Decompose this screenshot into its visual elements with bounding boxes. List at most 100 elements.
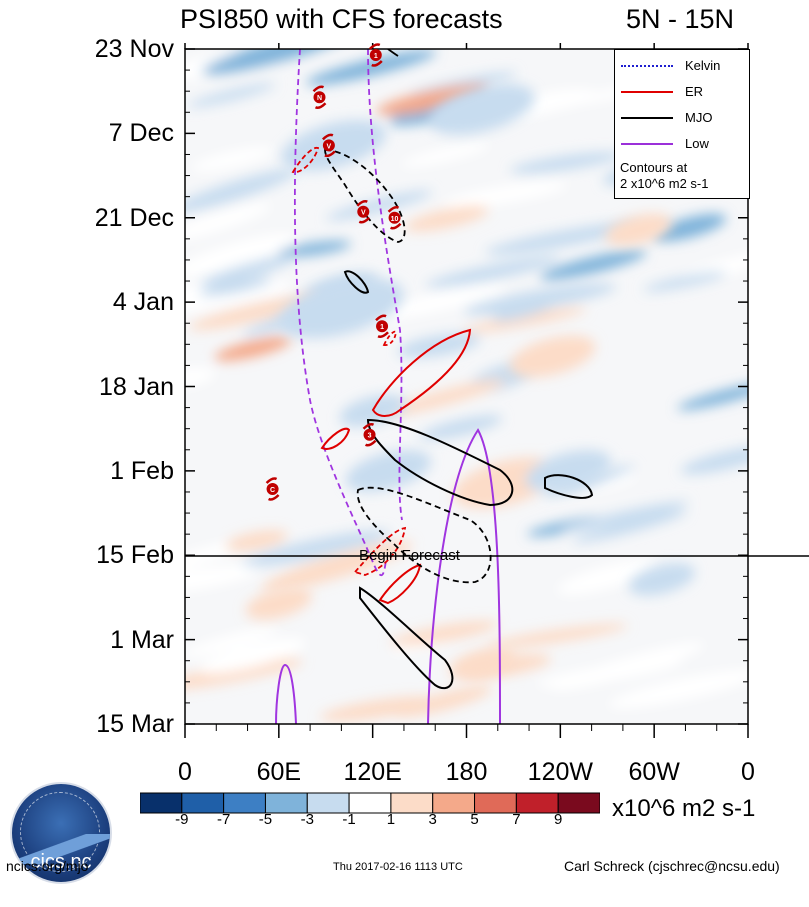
y-tick-label: 21 Dec xyxy=(94,203,174,232)
anomaly-stripe xyxy=(575,471,637,491)
colorbar xyxy=(140,792,600,814)
storm-marker-label: 3 xyxy=(368,433,372,440)
storm-marker-label: C xyxy=(270,487,275,494)
legend-entry: Kelvin xyxy=(615,56,749,76)
storm-marker: C xyxy=(265,477,280,501)
colorbar-label: -9 xyxy=(175,811,189,828)
anomaly-stripe xyxy=(376,84,490,116)
anomaly-stripe xyxy=(404,205,489,232)
anomaly-blob xyxy=(605,213,672,246)
colorbar-swatch xyxy=(306,792,350,814)
anomaly-stripe xyxy=(390,620,499,646)
storm-marker-label: 1 xyxy=(380,324,384,331)
colorbar-swatch xyxy=(474,792,517,814)
x-tick-label: 60W xyxy=(628,758,680,786)
colorbar-label: -3 xyxy=(300,811,314,828)
anomaly-stripe xyxy=(485,222,642,255)
cics-logo: cics.nc xyxy=(10,782,112,884)
anomaly-blobs xyxy=(245,83,696,680)
anomaly-stripe xyxy=(401,142,490,167)
anomaly-stripe xyxy=(185,658,303,690)
anomaly-stripe xyxy=(199,254,298,287)
storm-marker-label: V xyxy=(361,210,366,217)
low-contour xyxy=(293,49,387,576)
colorbar-label: 9 xyxy=(554,811,563,828)
mjo-contour xyxy=(343,270,370,294)
anomaly-stripe xyxy=(608,669,748,709)
colorbar-swatch xyxy=(181,792,225,814)
x-tick-label: 60E xyxy=(256,758,302,786)
mjo-contour xyxy=(544,474,594,499)
anomaly-stripe xyxy=(557,559,659,595)
anomaly-stripe xyxy=(187,83,276,108)
colorbar-swatch xyxy=(390,792,434,814)
anomaly-blob xyxy=(509,335,596,378)
footer-timestamp: Thu 2017-02-16 1113 UTC xyxy=(333,861,463,873)
storm-marker-label: V xyxy=(327,143,332,150)
storm-markers: 1 N V V 10 1 3 C xyxy=(265,43,402,501)
anomaly-stripe xyxy=(643,271,727,292)
anomaly-stripe xyxy=(677,382,748,411)
region-label: 5N - 15N xyxy=(626,4,735,34)
anomaly-blob xyxy=(345,450,432,492)
legend-swatch xyxy=(621,65,673,67)
colorbar-label: 5 xyxy=(470,811,479,828)
anomaly-blob xyxy=(525,450,611,492)
low-contour xyxy=(427,428,501,724)
anomaly-stripe xyxy=(680,446,748,475)
anomaly-stripe xyxy=(199,638,306,674)
anomaly-stripe xyxy=(242,530,390,567)
chart-title: PSI850 with CFS forecasts xyxy=(180,4,503,34)
anomaly-stripe xyxy=(463,283,617,315)
mjo-contour xyxy=(387,49,399,57)
er-contour xyxy=(320,427,351,450)
anomaly-stripe xyxy=(358,285,507,322)
anomaly-stripe xyxy=(510,152,622,174)
mjo-contour xyxy=(359,586,454,690)
anomaly-stripe xyxy=(539,249,647,280)
legend-swatch xyxy=(621,117,673,119)
anomaly-stripe xyxy=(559,501,690,533)
anomaly-stripe xyxy=(419,415,503,440)
storm-marker-label: 10 xyxy=(391,216,399,223)
footer-author: Carl Schreck (cjschrec@ncsu.edu) xyxy=(564,858,780,874)
colorbar-label: -5 xyxy=(258,811,273,828)
anomaly-stripe xyxy=(185,538,254,581)
wave-contours xyxy=(275,49,594,724)
legend-entry: Low xyxy=(615,134,749,154)
colorbar-label: -1 xyxy=(342,811,356,828)
colorbar-units: x10^6 m2 s-1 xyxy=(612,795,756,822)
y-tick-label: 18 Jan xyxy=(98,372,174,401)
colorbar-swatch xyxy=(557,792,600,814)
colorbar-swatch xyxy=(140,792,183,814)
y-tick-label: 15 Feb xyxy=(96,541,174,570)
anomaly-stripe xyxy=(185,203,272,242)
anomaly-stripe xyxy=(185,565,259,594)
footer-url: ncics.org/mjo xyxy=(6,858,89,874)
anomaly-stripe xyxy=(653,213,727,242)
anomaly-stripe xyxy=(326,190,433,221)
y-tick-label: 1 Feb xyxy=(110,456,174,485)
legend-label: Kelvin xyxy=(685,58,721,73)
legend-label: MJO xyxy=(685,110,713,125)
storm-marker: 1 xyxy=(375,314,389,338)
y-tick-label: 23 Nov xyxy=(94,35,174,63)
anomaly-blob xyxy=(429,83,535,135)
y-tick-label: 7 Dec xyxy=(108,119,174,148)
colorbar-label: 7 xyxy=(512,811,521,828)
legend-entry: ER xyxy=(615,82,749,102)
er-contour xyxy=(291,147,320,173)
storm-marker: 1 xyxy=(368,43,383,67)
anomaly-stripe xyxy=(305,49,437,86)
anomaly-stripe xyxy=(185,281,293,315)
anomaly-blob xyxy=(449,647,516,680)
anomaly-stripe xyxy=(537,659,682,687)
anomaly-field xyxy=(185,49,748,722)
anomaly-stripe xyxy=(425,256,561,288)
anomaly-stripe xyxy=(185,233,296,277)
x-tick-label: 0 xyxy=(178,758,192,786)
y-tick-label: 1 Mar xyxy=(110,625,174,654)
anomaly-stripe xyxy=(485,623,628,649)
y-tick-label: 15 Mar xyxy=(96,710,174,738)
x-tick-label: 0 xyxy=(741,758,755,786)
